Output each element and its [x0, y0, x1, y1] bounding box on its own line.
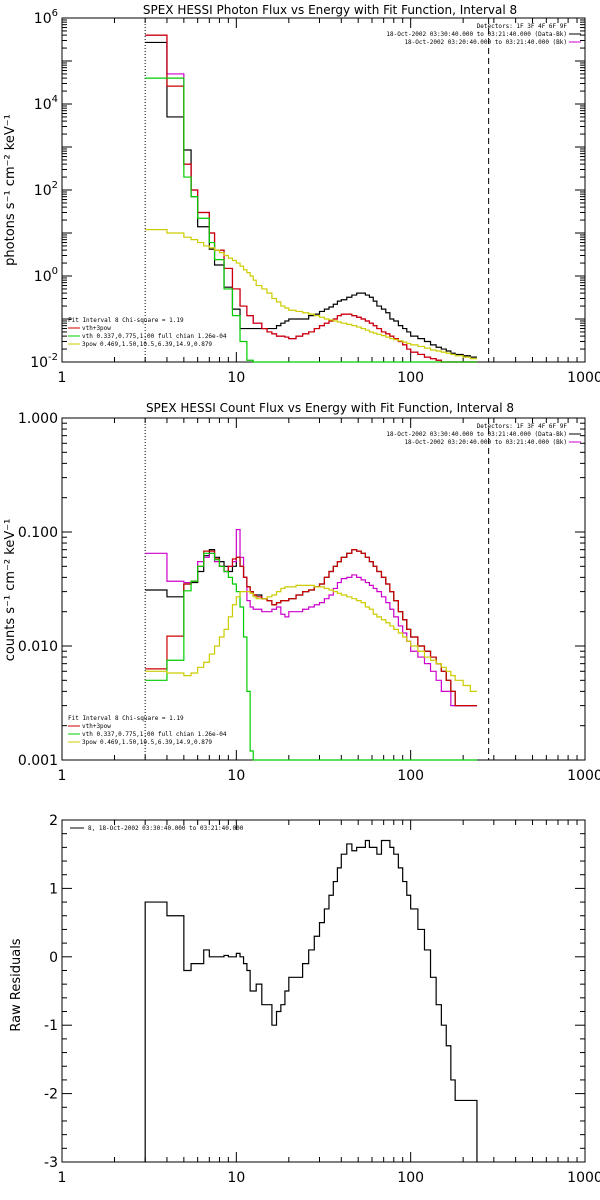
chart-2-series-1	[145, 549, 477, 707]
chart-3-ytick-label: -2	[44, 1087, 58, 1103]
chart-1-ytick-label: 100	[34, 266, 58, 285]
chart-2-title: SPEX HESSI Count Flux vs Energy with Fit…	[146, 401, 514, 415]
chart-1-xtick-label: 10	[227, 370, 245, 386]
chart-2-series-5	[145, 584, 477, 692]
chart-3-ytick-label: -3	[44, 1155, 58, 1171]
chart-1-legend-entry: 18-Oct-2002 03:30:40.000 to 03:21:40.000…	[386, 31, 567, 38]
chart-3-frame	[61, 819, 586, 1163]
chart-2-xtick-label: 1000	[567, 768, 600, 784]
chart-3-legend-entry: 8, 18-Oct-2002 03:30:40.000 to 03:21:40.…	[88, 825, 244, 832]
chart-2-fit-legend-entry: vth 0.337,0.775,1.00 full chian 1.26e-04	[82, 731, 227, 738]
chart-1-fit-legend-entry: 3pow 0.469,1.50,10.5,6.39,14.9,0.879	[82, 341, 212, 348]
chart-2-fit-legend-entry: 3pow 0.469,1.50,10.5,6.39,14.9,0.879	[82, 739, 212, 746]
chart-2-frame	[61, 417, 586, 761]
chart-3-series-1	[144, 839, 478, 1162]
chart-3-ytick-label: 2	[49, 813, 58, 829]
chart-2-xtick-label: 100	[397, 768, 424, 784]
chart-2-legend-entry: 18-Oct-2002 03:20:40.000 to 03:21:40.000…	[404, 439, 567, 446]
chart-2-ylabel: counts s⁻¹ cm⁻² keV⁻¹	[3, 519, 18, 662]
chart-1-fit-legend-entry: vth+3pow	[82, 325, 111, 332]
chart-3-ytick-label: 0	[49, 950, 58, 966]
chart-3-ytick-label: 1	[49, 881, 58, 897]
chart-1-ytick-label: 104	[34, 94, 58, 113]
chart-1-frame	[61, 17, 586, 363]
chart-1-fit-legend-entry: vth 0.337,0.775,1.00 full chian 1.26e-04	[82, 333, 227, 340]
chart-2-legend-entry: Detectors: 1F 3F 4F 6F 9F	[477, 423, 568, 430]
chart-1-legend-entry: 18-Oct-2002 03:20:40.000 to 03:21:40.000…	[404, 39, 567, 46]
chart-2-legend-entry: 18-Oct-2002 03:30:40.000 to 03:21:40.000…	[386, 431, 567, 438]
chart-2-series-3	[145, 549, 477, 707]
chart-1-xtick-label: 100	[397, 370, 424, 386]
chart-1-series-3	[145, 34, 477, 363]
chart-2-fit-legend-entry: Fit Interval 8 Chi-square = 1.19	[68, 715, 184, 722]
chart-1-series-1	[145, 41, 477, 358]
chart-1-ytick-label: 102	[34, 180, 58, 199]
chart-2-ytick-label: 0.010	[18, 639, 58, 655]
chart-2-xtick-label: 1	[58, 768, 67, 784]
chart-1-fit-legend-entry: Fit Interval 8 Chi-square = 1.19	[68, 317, 184, 324]
chart-1-ytick-label: 10-2	[30, 352, 58, 371]
chart-1-ylabel: photons s⁻¹ cm⁻² keV⁻¹	[3, 114, 18, 266]
chart-2-series-2	[145, 528, 477, 707]
chart-1-ytick-label: 106	[34, 8, 58, 27]
chart-2-ytick-label: 1.000	[18, 411, 58, 427]
chart-1-legend-entry: Detectors: 1F 3F 4F 6F 9F	[477, 23, 568, 30]
chart-1-title: SPEX HESSI Photon Flux vs Energy with Fi…	[143, 3, 517, 17]
chart-3-xtick-label: 10	[227, 1170, 245, 1186]
chart-1-series-2	[145, 34, 477, 363]
chart-1-xtick-label: 1	[58, 370, 67, 386]
chart-3-xtick-label: 1	[58, 1170, 67, 1186]
chart-2-fit-legend-entry: vth+3pow	[82, 723, 111, 730]
chart-1-xtick-label: 1000	[567, 370, 600, 386]
chart-1-series-5	[145, 228, 477, 360]
chart-2-series-4	[145, 552, 477, 761]
chart-1-series-4	[145, 77, 477, 363]
chart-3-xtick-label: 1000	[567, 1170, 600, 1186]
chart-2-ytick-label: 0.001	[18, 753, 58, 769]
chart-2-xtick-label: 10	[227, 768, 245, 784]
chart-3-xtick-label: 100	[397, 1170, 424, 1186]
chart-3-ytick-label: -1	[44, 1018, 58, 1034]
chart-3-ylabel: Raw Residuals	[9, 938, 24, 1031]
chart-2-ytick-label: 0.100	[18, 525, 58, 541]
